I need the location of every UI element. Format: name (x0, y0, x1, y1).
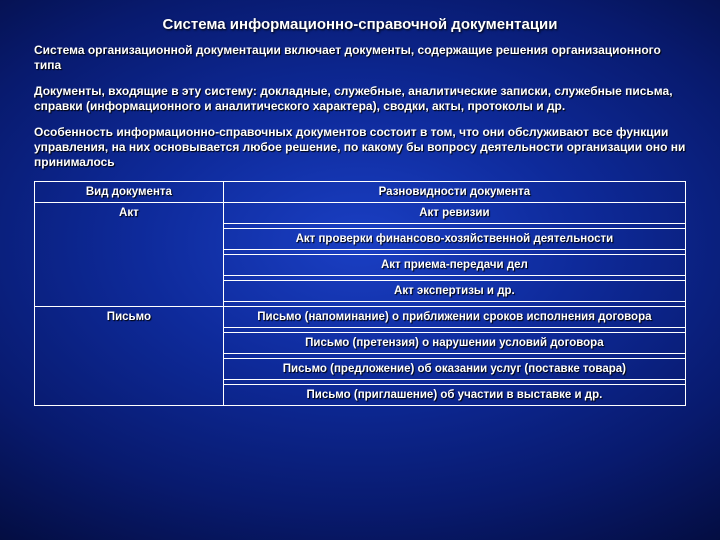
group2-row-2: Письмо (предложение) об оказании услуг (… (223, 359, 685, 380)
table-header-row: Вид документа Разновидности документа (35, 182, 686, 203)
table-row: Акт Акт ревизии (35, 203, 686, 224)
slide-title: Система информационно-справочной докумен… (34, 16, 686, 33)
header-right: Разновидности документа (223, 182, 685, 203)
group2-row-3: Письмо (приглашение) об участии в выстав… (223, 385, 685, 406)
slide: Система информационно-справочной докумен… (0, 0, 720, 540)
group1-row-0: Акт ревизии (223, 203, 685, 224)
header-left: Вид документа (35, 182, 224, 203)
paragraph-2: Документы, входящие в эту систему: докла… (34, 84, 686, 114)
group2-row-0: Письмо (напоминание) о приближении сроко… (223, 307, 685, 328)
doc-types-table: Вид документа Разновидности документа Ак… (34, 181, 686, 406)
group2-row-1: Письмо (претензия) о нарушении условий д… (223, 333, 685, 354)
group1-left: Акт (35, 203, 224, 302)
paragraph-1: Система организационной документации вкл… (34, 43, 686, 73)
group1-row-3: Акт экспертизы и др. (223, 281, 685, 302)
table-row: Письмо Письмо (напоминание) о приближени… (35, 307, 686, 328)
group1-row-2: Акт приема-передачи дел (223, 255, 685, 276)
group1-row-1: Акт проверки финансово-хозяйственной дея… (223, 229, 685, 250)
group2-left: Письмо (35, 307, 224, 406)
paragraph-3: Особенность информационно-справочных док… (34, 125, 686, 170)
